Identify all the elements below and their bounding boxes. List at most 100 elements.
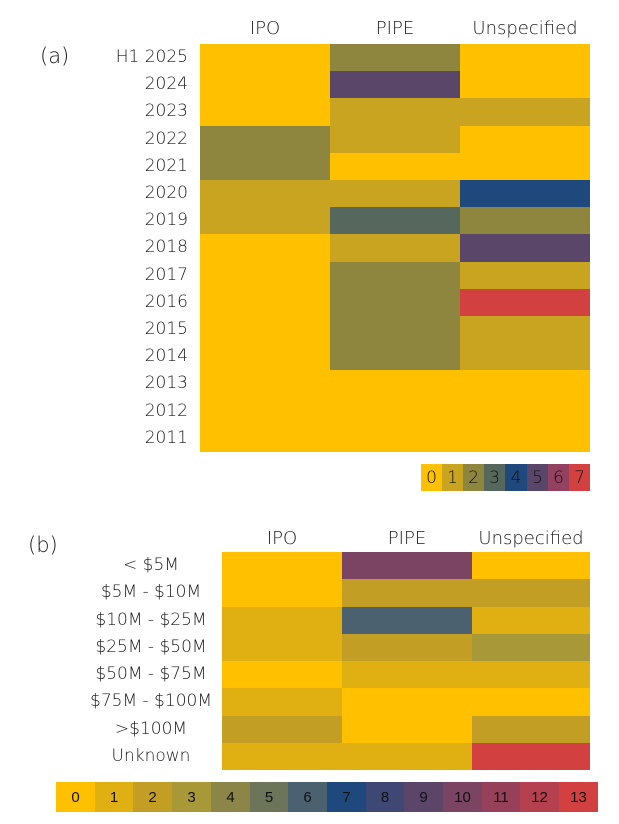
row-label: 2013 — [144, 373, 188, 394]
legend-swatch: 6 — [288, 782, 327, 812]
heatmap-cell-unspecified-4 — [460, 153, 590, 180]
heatmap-cell-ipo-2 — [222, 607, 342, 634]
legend-swatch: 2 — [133, 782, 172, 812]
heatmap-cell-pipe-3 — [342, 634, 472, 661]
heatmap-cell-ipo-3 — [200, 126, 330, 153]
row-label: 2011 — [144, 427, 188, 448]
column-header: IPO — [266, 528, 298, 549]
heatmap-cell-ipo-12 — [200, 370, 330, 398]
heatmap-cell-pipe-13 — [330, 398, 460, 425]
heatmap-cell-pipe-8 — [330, 262, 460, 289]
heatmap-cell-unspecified-0 — [472, 552, 590, 579]
row-label: 2023 — [144, 101, 188, 122]
legend-swatch: 3 — [484, 464, 505, 491]
legend-swatch: 4 — [505, 464, 527, 491]
legend-swatch: 6 — [548, 464, 569, 491]
legend-swatch: 13 — [559, 782, 598, 812]
row-label: $25M - $50M — [95, 636, 207, 657]
heatmap-cell-unspecified-4 — [472, 661, 590, 688]
heatmap-cell-pipe-10 — [330, 316, 460, 343]
legend-swatch: 0 — [56, 782, 95, 812]
heatmap-cell-unspecified-5 — [460, 180, 590, 207]
heatmap-cell-ipo-10 — [200, 316, 330, 343]
heatmap-cell-unspecified-0 — [460, 44, 590, 71]
heatmap-cell-pipe-5 — [330, 180, 460, 207]
heatmap-cell-ipo-11 — [200, 343, 330, 370]
heatmap-cell-pipe-0 — [342, 552, 472, 579]
row-label: Unknown — [111, 745, 191, 766]
heatmap-cell-pipe-4 — [342, 661, 472, 688]
heatmap-cell-pipe-1 — [342, 579, 472, 607]
legend-swatch: 8 — [366, 782, 404, 812]
legend-swatch: 10 — [443, 782, 482, 812]
heatmap-cell-ipo-9 — [200, 289, 330, 316]
row-label: 2014 — [144, 346, 188, 367]
row-label: $10M - $25M — [95, 609, 207, 630]
row-label: 2022 — [144, 128, 188, 149]
heatmap-cell-unspecified-11 — [460, 343, 590, 370]
heatmap-cell-pipe-7 — [342, 743, 472, 770]
heatmap-cell-unspecified-8 — [460, 262, 590, 289]
heatmap-cell-pipe-4 — [330, 153, 460, 180]
row-label: $5M - $10M — [100, 582, 202, 603]
row-label: 2020 — [144, 183, 188, 203]
heatmap-cell-pipe-2 — [330, 98, 460, 126]
heatmap-cell-pipe-6 — [330, 207, 460, 234]
heatmap-cell-unspecified-3 — [472, 634, 590, 661]
legend-swatch: 7 — [569, 464, 590, 491]
panel-label-b: (b) — [28, 533, 58, 557]
heatmap-cell-pipe-12 — [330, 370, 460, 398]
heatmap-cell-unspecified-14 — [460, 425, 590, 452]
heatmap-cell-ipo-6 — [222, 716, 342, 743]
heatmap-cell-pipe-11 — [330, 343, 460, 370]
heatmap-cell-unspecified-2 — [460, 98, 590, 126]
heatmap-cell-unspecified-2 — [472, 607, 590, 634]
heatmap-cell-unspecified-12 — [460, 370, 590, 398]
heatmap-cell-unspecified-7 — [472, 743, 590, 770]
column-header: IPO — [249, 18, 281, 39]
legend-swatch: 1 — [95, 782, 133, 812]
legend-swatch: 0 — [421, 464, 442, 491]
heatmap-cell-ipo-13 — [200, 398, 330, 425]
row-label: 2019 — [144, 210, 188, 231]
heatmap-cell-pipe-1 — [330, 71, 460, 98]
heatmap-cell-unspecified-5 — [472, 688, 590, 716]
row-label: 2017 — [144, 264, 188, 285]
heatmap-cell-pipe-14 — [330, 425, 460, 452]
legend-swatch: 5 — [250, 782, 288, 812]
heatmap-cell-unspecified-9 — [460, 289, 590, 316]
column-header: PIPE — [387, 528, 427, 549]
row-label: 2012 — [144, 400, 188, 421]
heatmap-cell-unspecified-13 — [460, 398, 590, 425]
heatmap-cell-ipo-1 — [222, 579, 342, 607]
row-label: 2016 — [144, 291, 188, 312]
row-label: $75M - $100M — [90, 691, 212, 712]
legend-swatch: 4 — [211, 782, 250, 812]
row-label: $50M - $75M — [95, 664, 207, 684]
heatmap-cell-pipe-6 — [342, 716, 472, 743]
heatmap-cell-ipo-5 — [222, 688, 342, 716]
heatmap-cell-ipo-4 — [222, 661, 342, 688]
heatmap-cell-ipo-7 — [200, 234, 330, 262]
heatmap-cell-unspecified-3 — [460, 126, 590, 153]
legend-swatch: 12 — [520, 782, 559, 812]
heatmap-cell-ipo-2 — [200, 98, 330, 126]
heatmap-cell-ipo-1 — [200, 71, 330, 98]
column-header: PIPE — [375, 18, 415, 39]
heatmap-cell-ipo-14 — [200, 425, 330, 452]
row-label: 2018 — [144, 237, 188, 258]
row-label: 2024 — [144, 74, 188, 95]
heatmap-cell-pipe-9 — [330, 289, 460, 316]
heatmap-cell-ipo-8 — [200, 262, 330, 289]
row-label: < $5M — [123, 555, 179, 575]
heatmap-cell-ipo-7 — [222, 743, 342, 770]
heatmap-cell-unspecified-7 — [460, 234, 590, 262]
heatmap-cell-pipe-7 — [330, 234, 460, 262]
row-label: 2021 — [144, 155, 188, 176]
column-header: Unspecified — [472, 18, 578, 39]
legend-swatch: 5 — [527, 464, 548, 491]
heatmap-cell-unspecified-1 — [460, 71, 590, 98]
legend-swatch: 1 — [442, 464, 463, 491]
panel-label-a: (a) — [40, 44, 70, 68]
heatmap-cell-ipo-4 — [200, 153, 330, 180]
